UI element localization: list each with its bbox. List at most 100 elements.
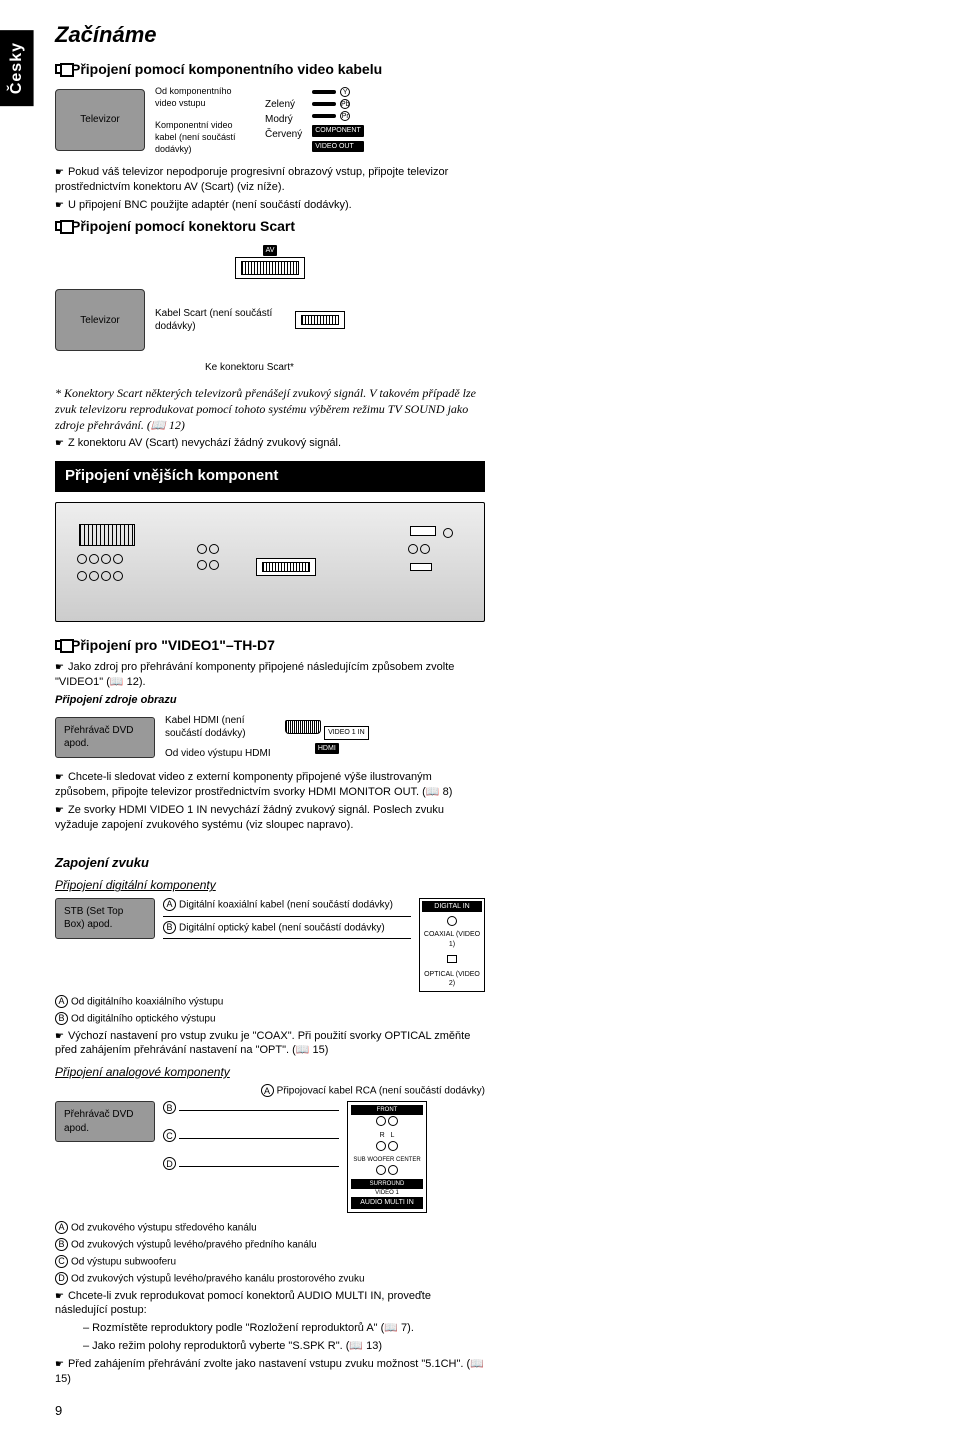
hdmi-from-label: Od video výstupu HDMI [165,747,275,761]
note-hdmi-no-audio: Ze svorky HDMI VIDEO 1 IN nevychází žádn… [55,803,485,833]
page-number: 9 [55,1402,930,1420]
color-labels: Zelený Modrý Červený [265,97,302,142]
scart-footnote: * Konektory Scart některých televizorů p… [55,385,485,434]
circle-c-analog: C [163,1129,176,1142]
note-scart-no-audio: Z konektoru AV (Scart) nevychází žádný z… [55,436,485,451]
digital-subtitle: Připojení digitální komponenty [55,877,485,893]
language-tab: Česky [0,30,34,106]
note-coax-default: Výchozí nastavení pro vstup zvuku je "CO… [55,1029,485,1059]
l-label: L [391,1132,395,1139]
hdmi-cable-label: Kabel HDMI (není součástí dodávky) [165,714,275,741]
note-hdmi-monitor: Chcete-li sledovat video z externí kompo… [55,770,485,800]
note-multi-b: – Jako režim polohy reproduktorů vyberte… [83,1339,485,1354]
leg-c: Od výstupu subwooferu [71,1256,176,1267]
plug-y: Y [340,87,350,97]
hdmi-port-label: VIDEO 1 IN [324,726,369,739]
tv-label: Televizor [80,314,119,328]
circle-a: A [163,898,176,911]
label-green: Zelený [265,97,302,112]
tag-video-out: VIDEO OUT [312,141,364,152]
plug-pr: Pr [340,111,350,121]
img-source-title: Připojení zdroje obrazu [55,693,485,708]
doc-title: Začínáme [55,20,485,50]
scart-to-label: Ke konektoru Scart* [205,361,485,375]
section-scart: Připojení pomocí konektoru Scart [55,217,485,236]
leg-c-letter: C [55,1255,68,1268]
hdmi-diagram: Přehrávač DVD apod. Kabel HDMI (není sou… [55,714,485,761]
circle-b: B [163,921,176,934]
dvd-box-2: Přehrávač DVD apod. [55,1101,155,1142]
opt-port: OPTICAL (VIDEO 2) [422,970,482,989]
digital-in-panel: DIGITAL IN COAXIAL (VIDEO 1) OPTICAL (VI… [419,898,485,992]
circle-d-analog: D [163,1157,176,1170]
coax-port: COAXIAL (VIDEO 1) [422,930,482,949]
label-blue: Modrý [265,112,302,127]
plug-pb: Pb [340,99,350,109]
audio-multi-label: AUDIO MULTI IN [351,1197,423,1208]
audio-multi-panel: FRONT R L SUB WOOFER CENTER SURROUND VID… [347,1101,427,1213]
component-diagram: Televizor Od komponentního video vstupu … [55,85,485,156]
coax-label: Digitální koaxiální kabel (není součástí… [179,899,393,910]
leg-a: Od zvukového výstupu středového kanálu [71,1222,257,1233]
note-51ch: Před zahájením přehrávání zvolte jako na… [55,1357,485,1387]
section-title: Připojení pro "VIDEO1"–TH-D7 [71,636,275,655]
hdmi-badge: HDMI [315,743,339,754]
square-icon [55,221,65,231]
tv-box-2: Televizor [55,289,145,351]
stb-box: STB (Set Top Box) apod. [55,898,155,939]
caption-bottom: Komponentní video kabel (není součástí d… [155,119,255,155]
band-external: Připojení vnějších komponent [55,461,485,491]
digital-diagram: STB (Set Top Box) apod. ADigitální koaxi… [55,898,485,992]
leg-d: Od zvukových výstupů levého/pravého kaná… [71,1273,365,1284]
circle-a-ref: A [55,995,68,1008]
analog-subtitle: Připojení analogové komponenty [55,1064,485,1080]
square-icon [55,64,65,74]
front-label: FRONT [351,1105,423,1115]
dvd-box: Přehrávač DVD apod. [55,717,155,758]
tv-box: Televizor [55,89,145,151]
note-video1-source: Jako zdroj pro přehrávání komponenty při… [55,660,485,690]
sub-label: SUB WOOFER [353,1157,394,1163]
analog-diagram: Přehrávač DVD apod. B C D FRONT R L SUB … [55,1101,485,1213]
audio-title: Zapojení zvuku [55,854,485,872]
scart-plug-icon [295,311,345,329]
circle-a-rca: A [261,1084,274,1097]
opt-label: Digitální optický kabel (není součástí d… [179,922,385,933]
scart-diagram: Televizor Kabel Scart (není součástí dod… [55,289,485,351]
circle-b-ref: B [55,1012,68,1025]
section-title: Připojení pomocí konektoru Scart [71,217,295,236]
from-coax: Od digitálního koaxiálního výstupu [71,996,223,1007]
digital-in-header: DIGITAL IN [422,901,482,912]
from-opt: Od digitálního optického výstupu [71,1013,216,1024]
tv-captions: Od komponentního video vstupu Komponentn… [155,85,255,156]
rear-panel-diagram [55,502,485,622]
leg-d-letter: D [55,1272,68,1285]
hdmi-plug-icon [285,720,321,734]
label-red: Červený [265,127,302,142]
leg-b: Od zvukových výstupů levého/pravého před… [71,1239,317,1250]
leg-b-letter: B [55,1238,68,1251]
tv-label: Televizor [80,113,119,127]
scart-cable-label: Kabel Scart (není součástí dodávky) [155,307,285,334]
video1-label: VIDEO 1 [351,1189,423,1197]
note-multi-in-intro: Chcete-li zvuk reprodukovat pomocí konek… [55,1289,485,1319]
left-column: Začínáme Připojení pomocí komponentního … [55,20,485,836]
circle-b-analog: B [163,1101,176,1114]
note-progressive: Pokud váš televizor nepodporuje progresi… [55,165,485,195]
surround-label: SURROUND [351,1179,423,1189]
center-label: CENTER [396,1157,421,1163]
right-column: Zapojení zvuku Připojení digitální kompo… [55,854,485,1390]
note-multi-a: – Rozmístěte reproduktory podle "Rozlože… [83,1321,485,1336]
section-video1: Připojení pro "VIDEO1"–TH-D7 [55,636,485,655]
scart-connector-icon [235,257,305,279]
rca-plugs: Y Pb Pr COMPONENT VIDEO OUT [312,87,364,152]
note-bnc: U připojení BNC použijte adaptér (není s… [55,198,485,213]
section-title: Připojení pomocí komponentního video kab… [71,60,382,79]
square-icon [55,640,65,650]
tag-component: COMPONENT [312,125,364,136]
caption-top: Od komponentního video vstupu [155,85,255,109]
av-tag: AV [263,245,278,256]
rca-label: Připojovací kabel RCA (není součástí dod… [277,1086,485,1097]
r-label: R [380,1132,385,1139]
section-component-video: Připojení pomocí komponentního video kab… [55,60,485,79]
